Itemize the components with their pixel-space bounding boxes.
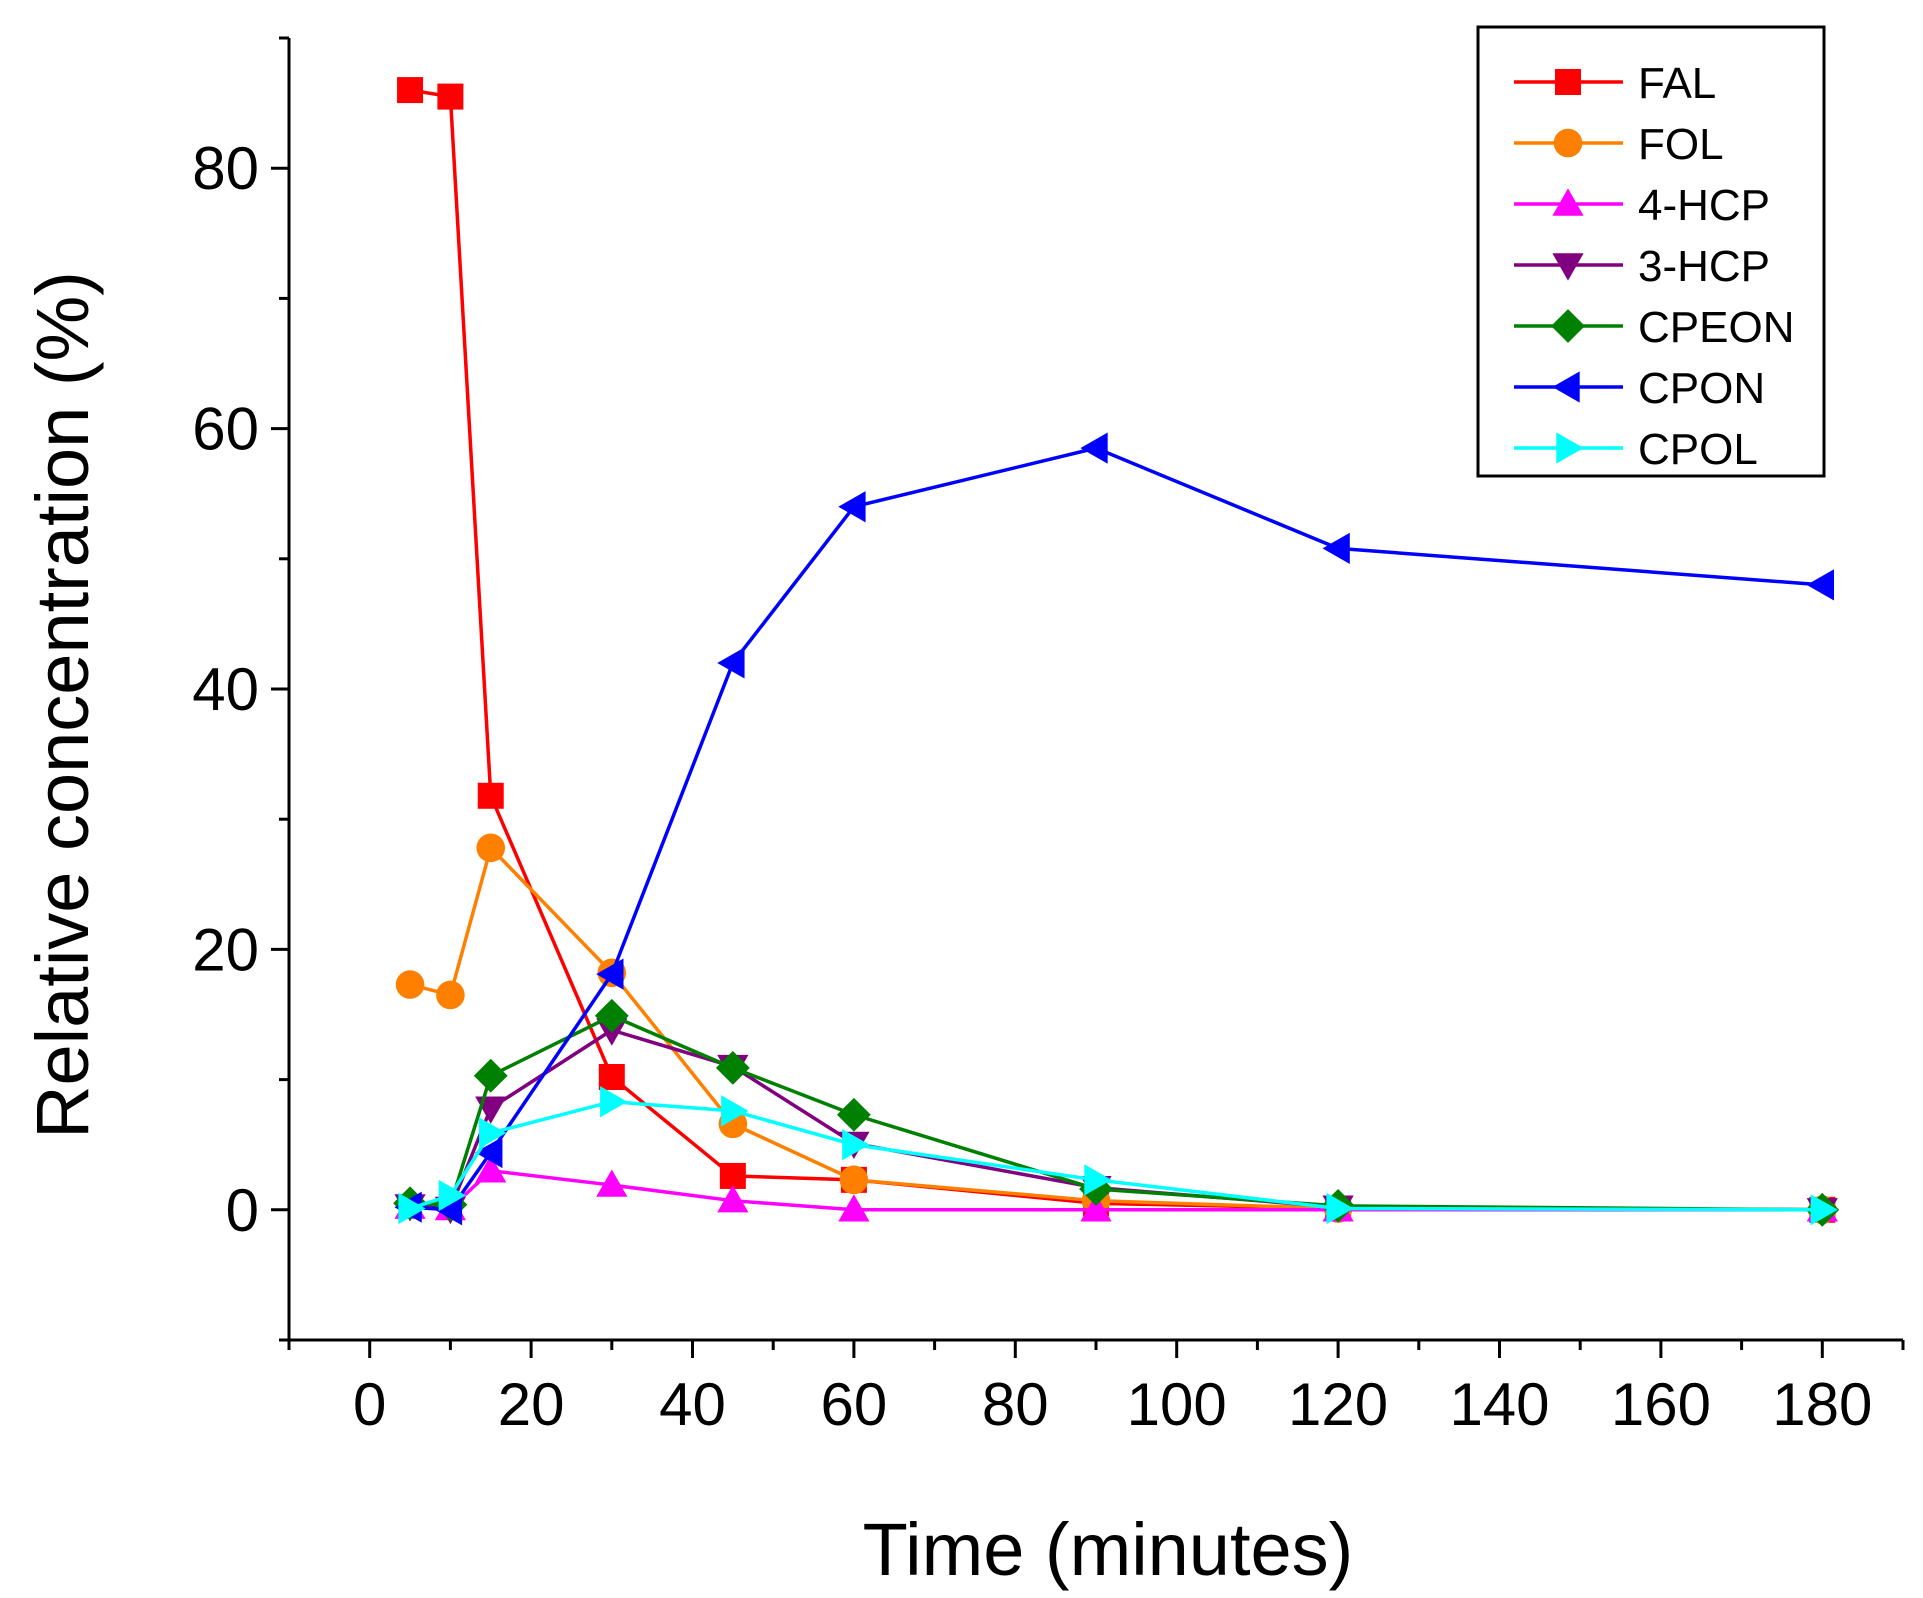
data-point-cpol	[1810, 1194, 1838, 1226]
legend-label: CPON	[1638, 364, 1765, 413]
data-point-cpon	[1806, 569, 1834, 601]
x-tick-label: 0	[353, 1371, 386, 1438]
y-tick-label: 80	[192, 135, 259, 202]
legend-swatch-marker	[1552, 371, 1580, 403]
data-point-4-hcp	[717, 1185, 749, 1213]
y-axis-title: Relative concentration (%)	[21, 271, 104, 1139]
legend-swatch-marker	[1553, 128, 1583, 158]
legend-swatch-marker	[1552, 253, 1584, 281]
data-point-4-hcp	[596, 1169, 628, 1197]
legend-item-fol: FOL	[1514, 120, 1724, 169]
y-tick-label: 20	[192, 916, 259, 983]
data-point-cpeon	[715, 1050, 750, 1085]
legend-label: CPOL	[1638, 425, 1758, 474]
data-point-fal	[719, 1162, 746, 1189]
series-cpon	[394, 432, 1834, 1226]
legend-item-cpol: CPOL	[1514, 425, 1758, 474]
legend-item-fal: FAL	[1514, 59, 1716, 108]
data-point-cpon	[596, 958, 624, 990]
data-point-4-hcp	[1080, 1194, 1112, 1222]
y-tick-label: 0	[226, 1177, 259, 1244]
series-layer	[393, 77, 1840, 1227]
data-point-cpon	[475, 1136, 503, 1169]
data-point-cpon	[1322, 532, 1350, 564]
legend-item-cpon: CPON	[1514, 364, 1765, 413]
data-point-cpeon	[837, 1097, 871, 1132]
data-point-fol	[839, 1165, 869, 1195]
legend-label: FOL	[1638, 120, 1724, 169]
legend-label: 3-HCP	[1638, 242, 1770, 291]
data-point-cpol	[438, 1179, 466, 1212]
legend-item-3-hcp: 3-HCP	[1514, 242, 1770, 291]
data-point-fol	[476, 833, 506, 863]
x-tick-label: 40	[659, 1371, 726, 1438]
data-point-cpon	[434, 1194, 463, 1226]
data-point-fol	[436, 980, 465, 1010]
legend-item-cpeon: CPEON	[1514, 303, 1794, 352]
x-tick-label: 20	[498, 1371, 565, 1438]
data-point-4-hcp	[475, 1155, 507, 1183]
legend: FAL FOL 4-HCP 3-HCP CPEON CPON CPOL	[1476, 25, 1826, 478]
x-tick-label: 160	[1611, 1371, 1711, 1438]
data-point-cpol	[479, 1117, 507, 1149]
legend-label: 4-HCP	[1638, 181, 1770, 230]
legend-box	[1476, 25, 1826, 478]
y-tick-label: 60	[192, 396, 259, 463]
x-tick-label: 100	[1127, 1371, 1227, 1438]
data-point-cpon	[717, 647, 745, 679]
data-point-cpol	[600, 1086, 628, 1118]
data-point-fal	[598, 1063, 625, 1090]
legend-item-4-hcp: 4-HCP	[1514, 181, 1770, 230]
series-cpol	[398, 1086, 1838, 1226]
x-tick-label: 120	[1288, 1371, 1388, 1438]
x-tick-label: 80	[982, 1371, 1049, 1438]
x-tick-label: 180	[1772, 1371, 1872, 1438]
data-point-cpol	[1084, 1164, 1112, 1196]
data-point-fal	[477, 782, 504, 809]
data-point-cpol	[721, 1095, 749, 1127]
data-point-fal	[397, 77, 424, 104]
data-point-fal	[437, 83, 464, 110]
legend-swatch-marker	[1551, 309, 1585, 343]
legend-swatch-marker	[1552, 188, 1584, 216]
axes: 0 20 40 60 80 100 120 140 160 180 0 20 40 60 80	[192, 36, 1905, 1438]
x-tick-label: 140	[1449, 1371, 1549, 1438]
data-point-cpon	[838, 491, 866, 523]
legend-swatch-marker	[1555, 69, 1581, 95]
data-point-cpol	[842, 1129, 870, 1161]
data-point-fol	[395, 970, 425, 999]
data-point-4-hcp	[838, 1194, 870, 1222]
data-point-cpol	[1326, 1192, 1354, 1225]
data-point-cpol	[398, 1192, 426, 1225]
data-point-cpeon	[473, 1058, 508, 1093]
legend-label: CPEON	[1638, 303, 1794, 352]
data-point-cpeon	[594, 998, 629, 1033]
legend-label: FAL	[1638, 59, 1716, 108]
data-point-cpon	[1080, 432, 1108, 464]
x-axis-title: Time (minutes)	[863, 1508, 1354, 1591]
x-tick-label: 60	[821, 1371, 888, 1438]
y-tick-label: 40	[192, 656, 259, 723]
legend-swatch-marker	[1556, 432, 1584, 464]
